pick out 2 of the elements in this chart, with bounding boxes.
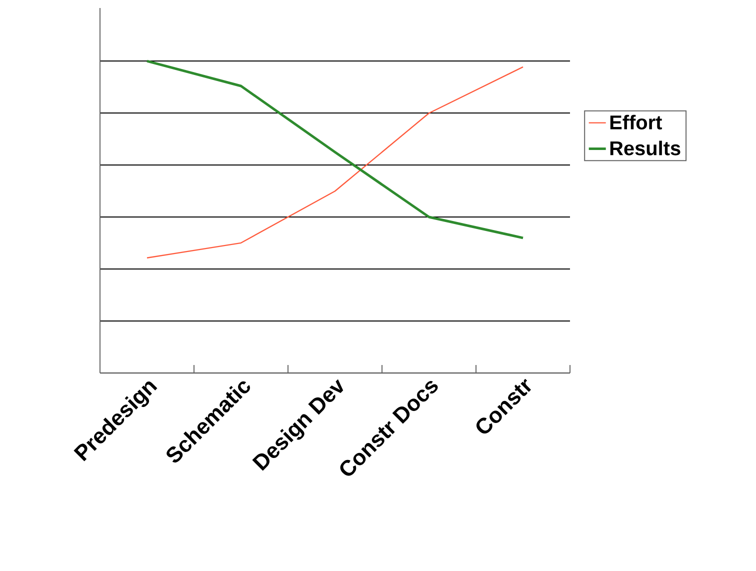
legend-label: Effort	[610, 114, 662, 130]
legend-label: Results	[610, 140, 680, 156]
